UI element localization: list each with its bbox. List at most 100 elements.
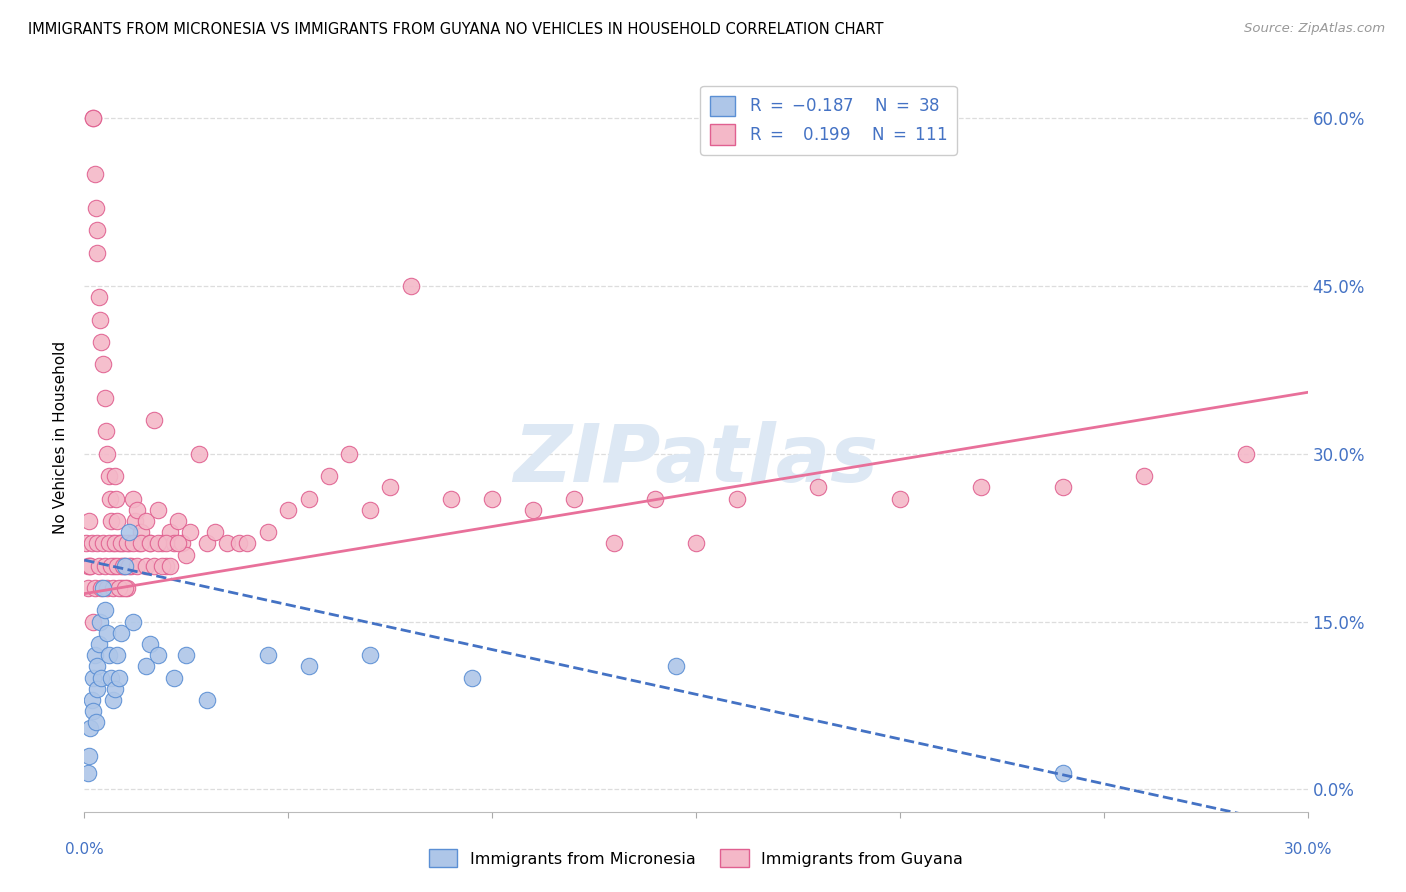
Point — [217, 536, 239, 550]
Point — [135, 659, 157, 673]
Point — [90, 334, 112, 349]
Point — [122, 491, 145, 506]
Point — [104, 681, 127, 696]
Point — [179, 525, 201, 540]
Y-axis label: No Vehicles in Household: No Vehicles in Household — [53, 341, 69, 533]
Point — [124, 514, 146, 528]
Point — [100, 671, 122, 685]
Point — [76, 765, 98, 780]
Point — [603, 536, 626, 550]
Point — [146, 502, 169, 516]
Point — [562, 491, 585, 506]
Point — [228, 536, 250, 550]
Point — [298, 659, 321, 673]
Point — [108, 671, 131, 685]
Point — [150, 558, 173, 573]
Point — [82, 704, 104, 718]
Point — [172, 536, 194, 550]
Point — [135, 514, 157, 528]
Point — [112, 558, 135, 573]
Point — [105, 491, 128, 506]
Point — [399, 279, 422, 293]
Point — [167, 536, 190, 550]
Point — [889, 491, 911, 506]
Point — [93, 391, 115, 405]
Point — [96, 581, 118, 595]
Point — [138, 637, 160, 651]
Point — [79, 558, 101, 573]
Point — [1133, 469, 1156, 483]
Point — [105, 648, 128, 662]
Text: 0.0%: 0.0% — [65, 842, 104, 857]
Point — [108, 581, 131, 595]
Point — [122, 536, 145, 550]
Point — [77, 581, 100, 595]
Text: Source: ZipAtlas.com: Source: ZipAtlas.com — [1244, 22, 1385, 36]
Point — [105, 558, 128, 573]
Point — [77, 514, 100, 528]
Text: ZIPatlas: ZIPatlas — [513, 420, 879, 499]
Point — [665, 659, 688, 673]
Point — [142, 413, 165, 427]
Point — [204, 525, 226, 540]
Point — [114, 581, 136, 595]
Point — [155, 558, 177, 573]
Point — [440, 491, 463, 506]
Point — [108, 536, 131, 550]
Point — [128, 536, 150, 550]
Point — [82, 112, 104, 126]
Point — [142, 558, 165, 573]
Point — [101, 536, 124, 550]
Point — [725, 491, 748, 506]
Point — [84, 715, 107, 730]
Text: IMMIGRANTS FROM MICRONESIA VS IMMIGRANTS FROM GUYANA NO VEHICLES IN HOUSEHOLD CO: IMMIGRANTS FROM MICRONESIA VS IMMIGRANTS… — [28, 22, 883, 37]
Point — [174, 648, 197, 662]
Point — [159, 558, 181, 573]
Point — [481, 491, 503, 506]
Point — [122, 615, 145, 629]
Point — [87, 290, 110, 304]
Point — [91, 536, 114, 550]
Point — [1236, 447, 1258, 461]
Point — [127, 558, 149, 573]
Point — [118, 536, 141, 550]
Point — [118, 558, 141, 573]
Point — [75, 536, 97, 550]
Point — [1052, 765, 1074, 780]
Point — [104, 469, 127, 483]
Point — [461, 671, 484, 685]
Point — [114, 558, 136, 573]
Point — [101, 693, 124, 707]
Point — [91, 358, 114, 372]
Point — [86, 536, 108, 550]
Point — [150, 536, 173, 550]
Point — [187, 447, 209, 461]
Point — [159, 525, 181, 540]
Point — [1052, 480, 1074, 494]
Point — [522, 502, 544, 516]
Point — [104, 536, 127, 550]
Point — [90, 671, 112, 685]
Point — [257, 525, 280, 540]
Point — [174, 548, 197, 562]
Point — [120, 558, 142, 573]
Legend: Immigrants from Micronesia, Immigrants from Guyana: Immigrants from Micronesia, Immigrants f… — [429, 849, 963, 867]
Point — [155, 536, 177, 550]
Point — [115, 536, 138, 550]
Point — [87, 637, 110, 651]
Point — [195, 693, 218, 707]
Point — [89, 615, 111, 629]
Point — [146, 648, 169, 662]
Point — [277, 502, 299, 516]
Point — [359, 648, 381, 662]
Point — [167, 514, 190, 528]
Point — [135, 558, 157, 573]
Point — [76, 558, 98, 573]
Point — [131, 525, 153, 540]
Point — [163, 671, 186, 685]
Point — [80, 536, 103, 550]
Point — [131, 536, 153, 550]
Point — [118, 525, 141, 540]
Point — [96, 447, 118, 461]
Point — [83, 648, 105, 662]
